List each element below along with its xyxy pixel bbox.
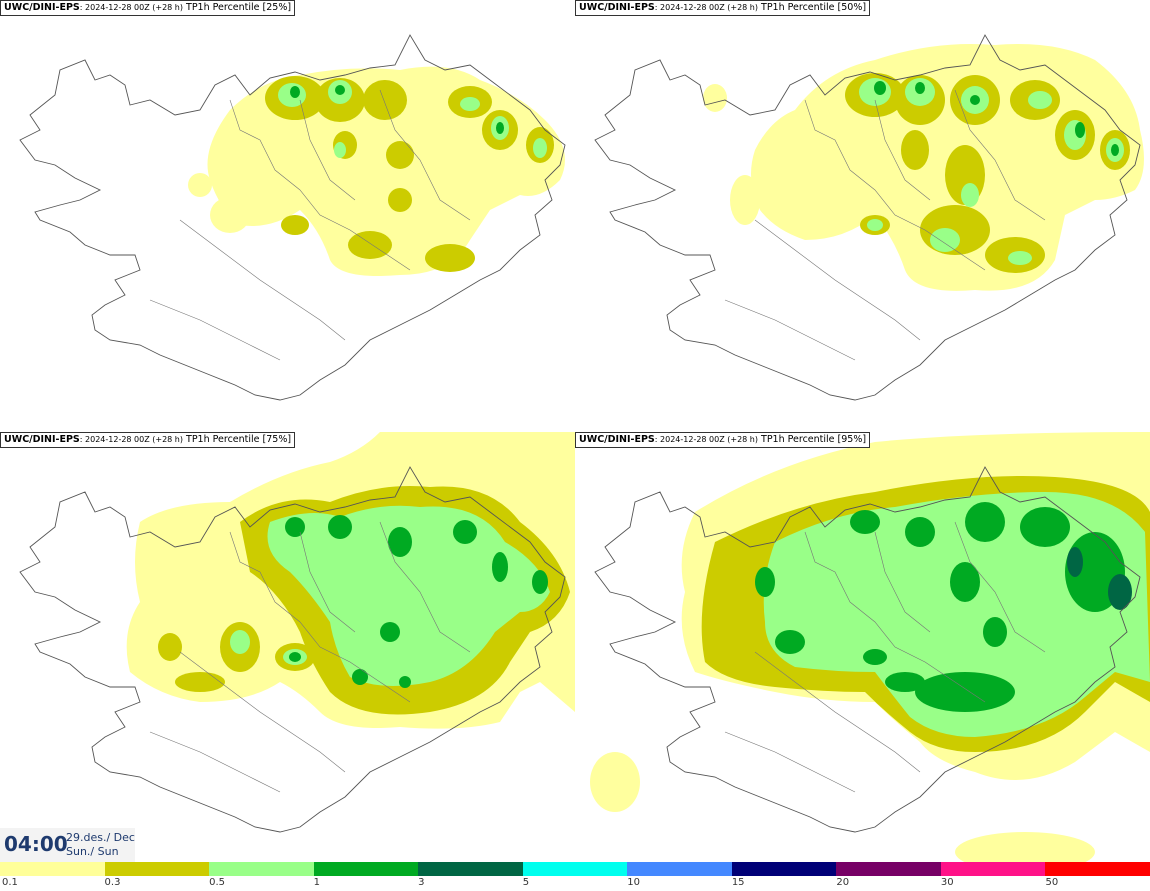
legend-label: 50 bbox=[1045, 877, 1059, 888]
legend-label: 15 bbox=[731, 877, 745, 888]
legend-label: 3 bbox=[418, 877, 425, 888]
legend-label: 0.1 bbox=[2, 877, 18, 888]
legend-label: 0.3 bbox=[104, 877, 121, 888]
valid-date: 29.des./ Dec Sun./ Sun bbox=[66, 831, 135, 858]
precip-map bbox=[19, 34, 566, 401]
map-panel-p75: UWC/DINI-EPS: 2024-12-28 00Z (+28 h) TP1… bbox=[0, 432, 575, 864]
map-panel-p25: UWC/DINI-EPS: 2024-12-28 00Z (+28 h) TP1… bbox=[0, 0, 575, 432]
legend-swatch bbox=[836, 862, 941, 876]
legend-swatch bbox=[1045, 862, 1150, 876]
legend-label: 20 bbox=[836, 877, 850, 888]
legend-label: 1 bbox=[313, 877, 320, 888]
valid-time-box: 04:00 29.des./ Dec Sun./ Sun bbox=[0, 828, 135, 862]
precip-map bbox=[19, 432, 575, 833]
panel-title: UWC/DINI-EPS: 2024-12-28 00Z (+28 h) TP1… bbox=[0, 432, 296, 448]
legend-label: 30 bbox=[940, 877, 954, 888]
legend-label: 10 bbox=[627, 877, 640, 888]
color-legend: 0.1 0.3 0.5 1 3 5 10 15 20 30 50 bbox=[0, 862, 1150, 891]
legend-swatch bbox=[418, 862, 523, 876]
legend-swatch bbox=[313, 862, 419, 876]
legend-swatch bbox=[940, 862, 1046, 876]
legend-label: 5 bbox=[522, 877, 530, 888]
legend-color-bar bbox=[0, 862, 1150, 876]
precip-map bbox=[594, 34, 1144, 401]
panel-title: UWC/DINI-EPS: 2024-12-28 00Z (+28 h) TP1… bbox=[575, 432, 871, 448]
legend-swatch bbox=[731, 862, 837, 876]
precip-map bbox=[590, 432, 1150, 864]
legend-label: 0.5 bbox=[209, 877, 225, 888]
legend-swatch bbox=[209, 862, 314, 876]
valid-hour: 04:00 bbox=[4, 832, 68, 856]
panel-title: UWC/DINI-EPS: 2024-12-28 00Z (+28 h) TP1… bbox=[575, 0, 871, 16]
map-panel-p50: UWC/DINI-EPS: 2024-12-28 00Z (+28 h) TP1… bbox=[575, 0, 1150, 432]
legend-swatch bbox=[627, 862, 732, 876]
legend-swatch bbox=[0, 862, 105, 876]
panel-title: UWC/DINI-EPS: 2024-12-28 00Z (+28 h) TP1… bbox=[0, 0, 296, 16]
legend-swatch bbox=[104, 862, 210, 876]
map-panel-p95: UWC/DINI-EPS: 2024-12-28 00Z (+28 h) TP1… bbox=[575, 432, 1150, 864]
legend-swatch bbox=[522, 862, 628, 876]
